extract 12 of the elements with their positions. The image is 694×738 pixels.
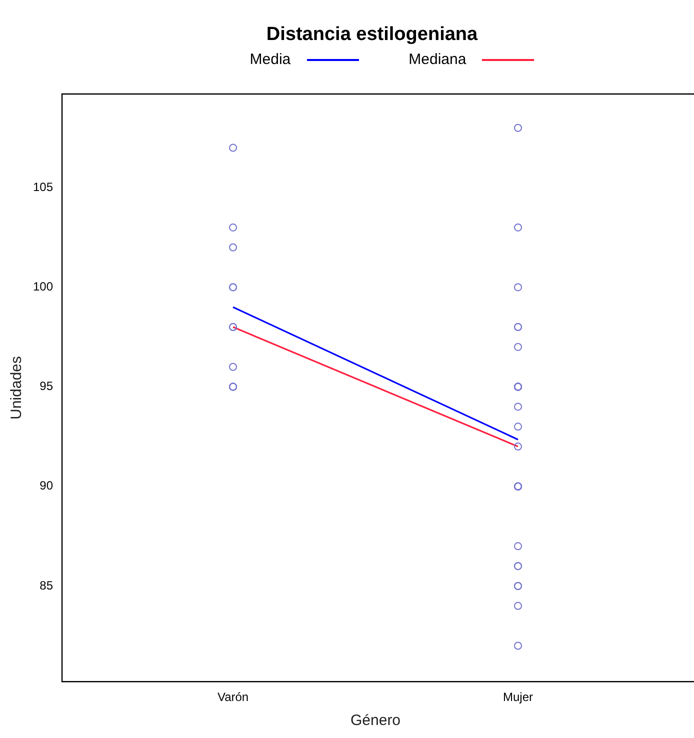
y-tick-label: 85	[40, 578, 54, 592]
y-axis-title: Unidades	[8, 356, 26, 420]
x-axis-title: Género	[350, 712, 401, 730]
y-tick-label: 90	[40, 478, 54, 493]
chart-title: Distancia estilogeniana	[265, 24, 479, 46]
y-tick-label: 95	[40, 379, 54, 394]
legend-label: Media	[250, 51, 291, 68]
x-tick-label: Mujer	[503, 690, 534, 704]
y-tick-label: 100	[32, 280, 54, 294]
y-tick-label: 105	[32, 180, 54, 194]
legend-label: Mediana	[408, 51, 466, 68]
x-tick-label: Varón	[217, 690, 249, 704]
